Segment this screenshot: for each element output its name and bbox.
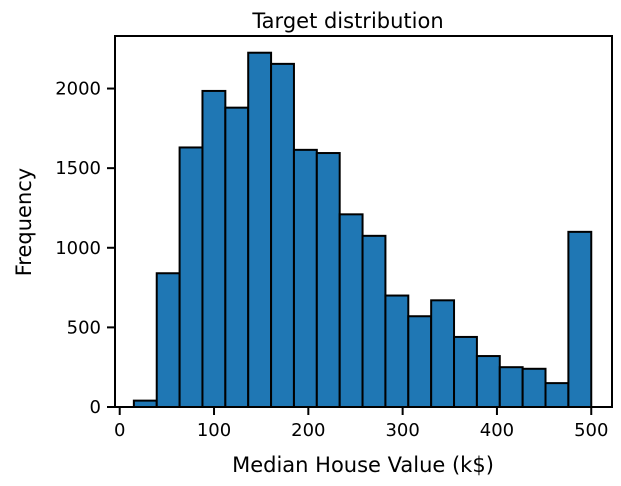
chart-title: Target distribution [251, 9, 443, 33]
plot-frame [114, 35, 613, 408]
x-tick-label: 100 [197, 420, 231, 441]
histogram-bar-13 [430, 299, 456, 408]
histogram-bar-14 [453, 335, 478, 408]
y-tick-label: 2000 [55, 79, 101, 100]
histogram-bar-7 [292, 148, 318, 409]
y-axis-label: Frequency [12, 168, 36, 277]
histogram-bar-16 [498, 366, 524, 409]
x-tick-label: 300 [385, 420, 419, 441]
x-axis-label: Median House Value (k$) [232, 453, 494, 477]
histogram-bar-6 [270, 62, 295, 408]
histogram-bar-17 [521, 367, 547, 408]
histogram-bar-9 [338, 213, 364, 408]
y-tick-label: 500 [67, 317, 101, 338]
x-axis: 0 100 200 300 400 500 [114, 407, 608, 441]
bars-group [132, 51, 593, 409]
histogram-bar-19 [567, 230, 593, 408]
histogram-bar-15 [475, 355, 501, 408]
histogram-bar-2 [178, 146, 204, 408]
histogram-bar-8 [315, 152, 341, 408]
y-tick-label: 0 [90, 397, 101, 418]
y-tick-label: 1000 [55, 238, 101, 259]
x-tick-label: 200 [291, 420, 325, 441]
histogram-bar-11 [384, 294, 410, 408]
histogram-bar-4 [224, 106, 250, 408]
histogram-bar-5 [247, 51, 273, 409]
histogram-bar-10 [361, 234, 387, 408]
x-tick-label: 0 [114, 420, 125, 441]
x-tick-label: 500 [574, 420, 608, 441]
histogram-bar-3 [201, 89, 227, 409]
histogram-bar-18 [544, 382, 570, 408]
histogram-bar-12 [407, 315, 433, 409]
x-tick-label: 400 [480, 420, 514, 441]
histogram-bar-1 [155, 272, 181, 408]
y-axis: 0 500 1000 1500 2000 [55, 79, 115, 418]
y-tick-label: 1500 [55, 158, 101, 179]
